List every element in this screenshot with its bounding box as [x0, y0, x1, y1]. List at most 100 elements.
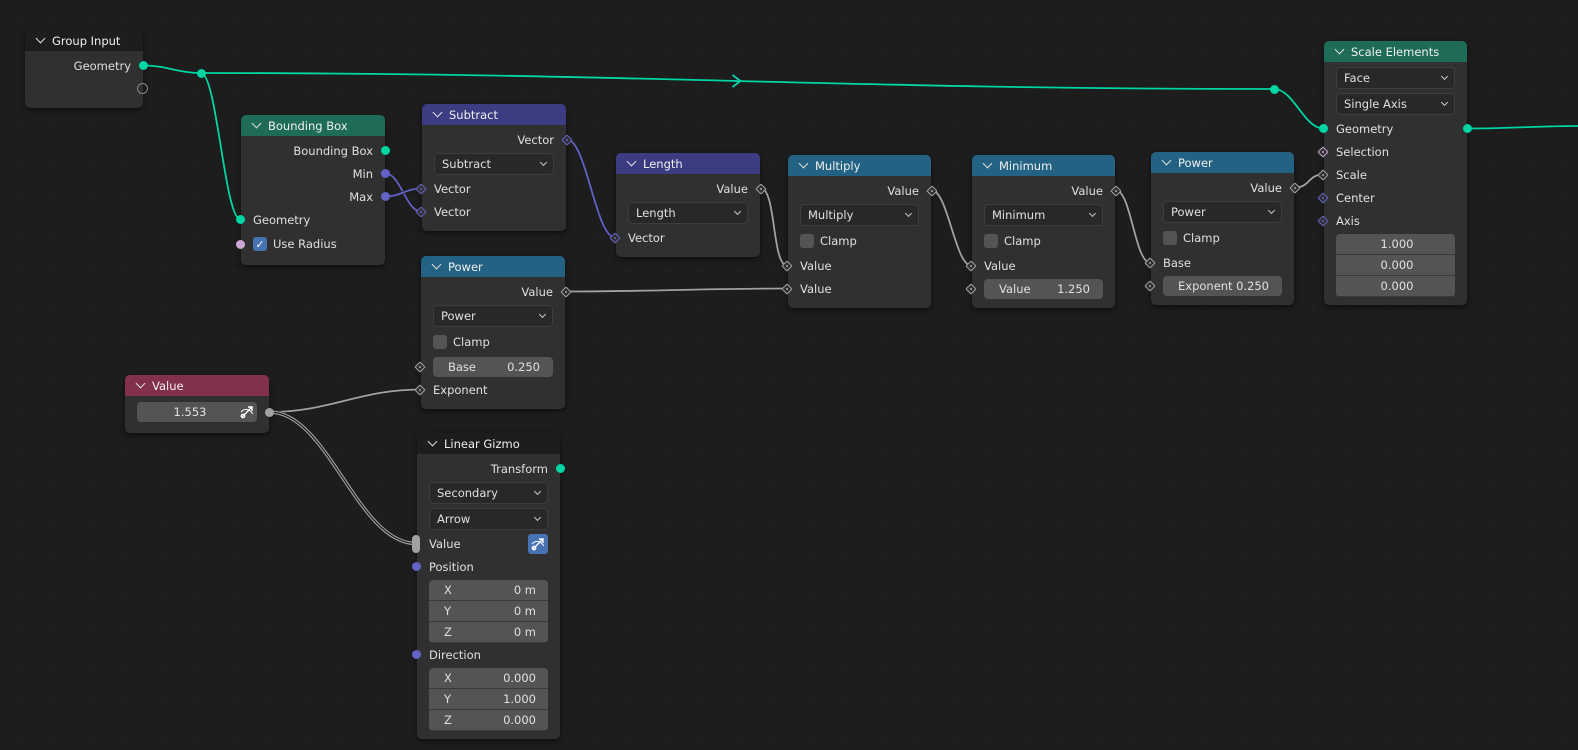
float-socket[interactable]: [265, 407, 274, 417]
node-link[interactable]: [200, 71, 242, 221]
dropdown-subtract[interactable]: Subtract: [434, 153, 554, 175]
node-link[interactable]: [760, 187, 788, 267]
dropdown-minimum[interactable]: Minimum: [984, 204, 1103, 226]
node-subtract[interactable]: Subtract Vector Subtract Vector Vector: [415, 104, 573, 231]
collapse-chevron-icon[interactable]: [427, 436, 438, 447]
boolean-socket[interactable]: [1317, 145, 1329, 158]
float-socket[interactable]: [1144, 256, 1156, 269]
node-power[interactable]: Power Value Power Clamp Base Exponent 0.250: [1144, 152, 1301, 305]
node-link[interactable]: [1273, 87, 1324, 130]
node-link[interactable]: [1467, 125, 1578, 130]
node-link[interactable]: [269, 411, 417, 545]
vector-socket[interactable]: [381, 192, 390, 201]
node-link[interactable]: [269, 409, 417, 546]
node-link[interactable]: [931, 189, 972, 267]
node-link[interactable]: [760, 187, 788, 267]
collapse-chevron-icon[interactable]: [982, 158, 993, 169]
reroute-node[interactable]: [196, 68, 206, 78]
vector-socket[interactable]: [609, 231, 621, 244]
node-link[interactable]: [1115, 189, 1151, 264]
vector-socket[interactable]: [415, 205, 427, 218]
node-link[interactable]: [200, 72, 241, 221]
node-link[interactable]: [143, 64, 202, 74]
node-header[interactable]: Power: [421, 256, 565, 277]
node-link[interactable]: [1273, 88, 1324, 130]
collapse-chevron-icon[interactable]: [431, 259, 442, 270]
node-header[interactable]: Value: [125, 375, 269, 396]
node-link[interactable]: [566, 138, 616, 239]
node-header[interactable]: Multiply: [788, 155, 931, 176]
node-link[interactable]: [200, 71, 1275, 91]
node-scale-elements[interactable]: Scale Elements Face Single Axis Geometry Sel…: [1317, 41, 1472, 305]
node-header[interactable]: Minimum: [972, 155, 1115, 176]
vector-socket[interactable]: [1317, 191, 1329, 204]
vector-socket[interactable]: [412, 562, 421, 571]
vector-socket[interactable]: [561, 133, 573, 146]
gizmo-icon[interactable]: [237, 402, 257, 422]
geometry-socket[interactable]: [381, 146, 390, 155]
node-linear-gizmo[interactable]: Linear Gizmo Transform Secondary Arrow Value…: [412, 433, 565, 739]
node-value[interactable]: Value 1.553: [125, 375, 274, 433]
dropdown-multiply[interactable]: Multiply: [800, 204, 919, 226]
vector-socket[interactable]: [415, 182, 427, 195]
node-link[interactable]: [1115, 189, 1151, 264]
float-socket[interactable]: [1317, 168, 1329, 181]
collapse-chevron-icon[interactable]: [135, 378, 146, 389]
checkbox-clamp[interactable]: [433, 335, 447, 349]
dropdown-power[interactable]: Power: [1163, 201, 1282, 223]
node-length[interactable]: Length Value Length Vector: [609, 153, 767, 257]
collapse-chevron-icon[interactable]: [432, 107, 443, 118]
dropdown-secondary[interactable]: Secondary: [429, 482, 548, 504]
vector-component-Y[interactable]: Y 0 m: [429, 601, 548, 622]
geometry-socket[interactable]: [139, 61, 148, 70]
reroute-node[interactable]: [1269, 84, 1279, 94]
node-link[interactable]: [565, 287, 788, 293]
node-link[interactable]: [931, 189, 972, 267]
float-socket[interactable]: [781, 282, 793, 295]
vector-socket[interactable]: [1317, 214, 1329, 227]
node-link[interactable]: [565, 287, 788, 293]
node-minimum[interactable]: Minimum Value Minimum Clamp Value Value 1.250: [965, 155, 1122, 308]
geometry-socket[interactable]: [236, 215, 245, 224]
float-socket[interactable]: [414, 383, 426, 396]
float-socket[interactable]: [560, 285, 572, 298]
gizmo-icon[interactable]: [528, 533, 548, 554]
node-link[interactable]: [1467, 124, 1578, 130]
checkbox-clamp[interactable]: [800, 234, 814, 248]
node-link[interactable]: [385, 172, 422, 213]
number-field-base[interactable]: Base 0.250: [433, 356, 553, 377]
float-socket[interactable]: [412, 534, 420, 553]
collapse-chevron-icon[interactable]: [1334, 44, 1345, 55]
vector-component-Z[interactable]: Z 0 m: [429, 622, 548, 643]
vector-component-Z[interactable]: Z 0.000: [429, 710, 548, 731]
collapse-chevron-icon[interactable]: [1161, 155, 1172, 166]
float-socket[interactable]: [1110, 184, 1122, 197]
node-header[interactable]: Linear Gizmo: [417, 433, 560, 454]
checkbox-clamp[interactable]: [1163, 231, 1177, 245]
node-header[interactable]: Bounding Box: [241, 115, 385, 136]
float-socket[interactable]: [1289, 181, 1301, 194]
node-header[interactable]: Power: [1151, 152, 1294, 173]
geometry-socket[interactable]: [556, 464, 565, 473]
node-header[interactable]: Length: [616, 153, 760, 174]
vector-component-Y[interactable]: Y 1.000: [429, 689, 548, 710]
float-socket[interactable]: [755, 182, 767, 195]
dropdown-single-axis[interactable]: Single Axis: [1336, 93, 1455, 115]
node-multiply[interactable]: Multiply Value Multiply Clamp Value Value: [781, 155, 938, 308]
float-socket[interactable]: [926, 184, 938, 197]
collapse-chevron-icon[interactable]: [35, 33, 46, 44]
geometry-socket[interactable]: [1319, 124, 1328, 133]
node-link[interactable]: [269, 388, 421, 414]
float-socket[interactable]: [965, 282, 977, 295]
node-header[interactable]: Group Input: [25, 30, 143, 51]
vector-component-1[interactable]: 0.000: [1336, 255, 1455, 276]
dropdown-power[interactable]: Power: [433, 305, 553, 327]
vector-component-X[interactable]: X 0 m: [429, 580, 548, 601]
float-socket[interactable]: [1144, 279, 1156, 292]
hollow-socket[interactable]: [137, 83, 148, 94]
float-socket[interactable]: [965, 259, 977, 272]
vector-component-0[interactable]: 1.000: [1336, 234, 1455, 255]
node-link[interactable]: [269, 410, 417, 546]
value-field[interactable]: 1.553: [137, 402, 241, 422]
vector-component-X[interactable]: X 0.000: [429, 668, 548, 689]
